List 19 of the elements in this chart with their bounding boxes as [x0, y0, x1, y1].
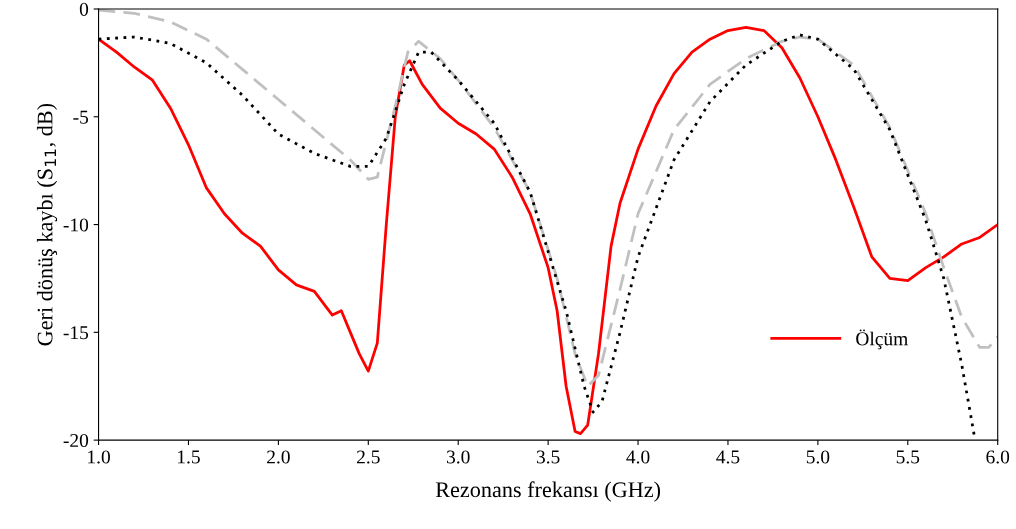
x-tick-label: 3.5: [536, 450, 560, 464]
x-tick-label: 2.5: [357, 450, 380, 464]
x-tick-label: 3.0: [446, 450, 470, 464]
x-tick-label: 5.0: [806, 450, 830, 464]
x-tick-label: 4.0: [626, 450, 650, 464]
x-axis-title: Rezonans frekansı (GHz): [435, 481, 661, 502]
x-tick-label: 1.5: [178, 450, 200, 464]
x-tick-label: 4.5: [716, 450, 740, 464]
y-tick-label: -15: [63, 326, 89, 340]
y-axis-title: Geri dönüş kaybı (S$_{11}$, dB): [36, 103, 58, 346]
x-tick-label: 1.0: [88, 450, 110, 464]
y-tick-label: -10: [63, 218, 89, 232]
x-tick-label: 5.5: [896, 450, 920, 464]
x-tick-label: 2.0: [267, 450, 290, 464]
x-tick-label: 6.0: [986, 450, 1010, 464]
y-tick-label: 0: [79, 2, 89, 16]
legend-label: Ölçüm: [856, 329, 908, 350]
y-tick-label: -5: [73, 110, 89, 124]
y-tick-label: -20: [63, 433, 89, 448]
